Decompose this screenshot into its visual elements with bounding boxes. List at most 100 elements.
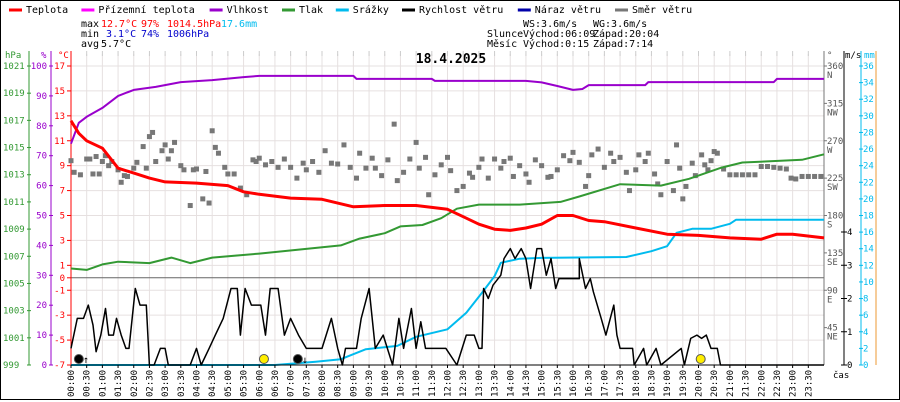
wind-direction-point: [432, 172, 438, 178]
wind-direction-point: [225, 171, 231, 177]
x-tick-label: 11:30: [428, 370, 438, 397]
precip-tick-label: 16: [863, 228, 874, 238]
precip-tick-label: 28: [863, 128, 874, 138]
legend-item-label: Směr větru: [632, 4, 692, 16]
wind-direction-point: [642, 159, 648, 165]
wind-direction-point: [394, 178, 400, 184]
wind-direction-point: [576, 159, 582, 165]
x-tick-label: 03:00: [161, 370, 171, 397]
x-axis-ticks: 00:00 00:30 01:00 01:30 02:00 02:30 03:00 03:30…: [67, 364, 824, 397]
wind-direction-point: [788, 175, 794, 181]
pressure-tick-label: 1011: [3, 198, 25, 208]
wind-direction-point: [347, 164, 353, 170]
wind-direction-point: [492, 156, 498, 162]
humidity-tick-label: 0: [42, 361, 47, 371]
wind-direction-point: [363, 165, 369, 171]
legend-item-label: Srážky: [353, 4, 389, 16]
direction-tick-label: 315: [827, 99, 843, 109]
wind-direction-point: [702, 162, 708, 168]
wind-direction-point: [300, 160, 306, 166]
wind-direction-point: [413, 139, 419, 145]
wind-direction-point: [655, 181, 661, 187]
wind-direction-point: [407, 156, 413, 162]
x-tick-label: 21:00: [726, 370, 736, 397]
precip-tick-label: 18: [863, 212, 874, 222]
wind-direction-point: [237, 185, 243, 191]
wind-tick-label: 1: [847, 328, 852, 338]
direction-tick-label: 45: [827, 324, 838, 334]
wind-direction-point: [812, 173, 818, 179]
wind-direction-point: [479, 156, 485, 162]
legend-item-label: Náraz větru: [535, 4, 601, 16]
x-tick-label: 12:00: [444, 370, 454, 397]
direction-tick-label: 180: [827, 212, 843, 222]
precip-unit: mm: [864, 51, 875, 61]
wind-direction-point: [714, 150, 720, 156]
sunrise-time: Východ:06:09: [523, 28, 595, 40]
direction-tick-label: 135: [827, 249, 843, 259]
wind-direction-point: [683, 183, 689, 189]
wind-direction-point: [677, 165, 683, 171]
humidity-tick-label: 20: [36, 301, 47, 311]
compass-label: N: [827, 71, 832, 81]
x-tick-label: 14:30: [522, 370, 532, 397]
avg-label: avg: [81, 39, 99, 50]
humidity-tick-label: 80: [36, 122, 47, 132]
precip-tick-label: 4: [863, 328, 868, 338]
legend-item-label: Vlhkost: [227, 5, 269, 16]
wind-direction-point: [322, 148, 328, 154]
wind-direction-point: [303, 167, 309, 173]
precip-tick-label: 34: [863, 79, 874, 89]
wind-direction-point: [165, 156, 171, 162]
x-tick-label: 23:00: [789, 370, 799, 397]
x-tick-label: 07:30: [302, 370, 312, 397]
pressure-tick-label: 1017: [3, 116, 25, 126]
wind-direction-point: [379, 173, 385, 179]
humidity-line: [70, 74, 824, 145]
x-tick-label: 10:30: [396, 370, 406, 397]
series: ↑ ↓: [68, 74, 825, 366]
compass-label: NW: [827, 108, 838, 118]
temperature-tick-label: -7: [54, 361, 65, 371]
wind-direction-point: [96, 171, 102, 177]
wind-direction-point: [445, 154, 450, 160]
x-tick-label: 16:30: [585, 370, 595, 397]
x-tick-label: 02:00: [130, 370, 140, 397]
wind-direction-point: [689, 160, 695, 166]
precip-tick-label: 22: [863, 178, 874, 188]
wind-direction-point: [765, 163, 771, 169]
direction-tick-label: 225: [827, 174, 843, 184]
precip-tick-label: 6: [863, 311, 868, 321]
direction-tick-label: 360: [827, 62, 843, 72]
wind-direction-point: [159, 148, 165, 154]
pressure-tick-label: 1015: [3, 144, 25, 154]
pressure-unit: hPa: [5, 51, 21, 61]
wind-direction-point: [328, 160, 334, 166]
temperature-tick-label: 11: [54, 137, 65, 147]
wind-direction-point: [470, 174, 476, 180]
wind-direction-point: [793, 176, 799, 182]
x-tick-label: 01:30: [114, 370, 124, 397]
wind-direction-point: [758, 163, 764, 169]
temperature-tick-label: 0: [60, 274, 65, 284]
wind-direction-point: [209, 128, 215, 134]
wind-direction-point: [746, 172, 752, 178]
wind-direction-point: [68, 158, 74, 164]
x-tick-label: 07:00: [287, 370, 297, 397]
wind-direction-point: [222, 164, 228, 170]
wind-direction-point: [115, 167, 121, 173]
chart-title: 18.4.2025: [416, 52, 486, 67]
wind-direction-point: [545, 174, 551, 180]
wind-direction-point: [601, 164, 607, 170]
x-tick-label: 00:00: [67, 370, 77, 397]
x-tick-label: 21:30: [742, 370, 752, 397]
wind-direction-point: [777, 165, 783, 171]
humidity-unit: %: [41, 51, 47, 61]
wind-direction-point: [705, 167, 711, 173]
temperature-line: [69, 120, 825, 241]
x-tick-label: 13:00: [475, 370, 485, 397]
wind-direction-point: [733, 172, 739, 178]
wind-tick-label: 3: [847, 261, 852, 271]
avg-temp: 5.7°C: [101, 39, 131, 50]
compass-label: SE: [827, 258, 838, 268]
